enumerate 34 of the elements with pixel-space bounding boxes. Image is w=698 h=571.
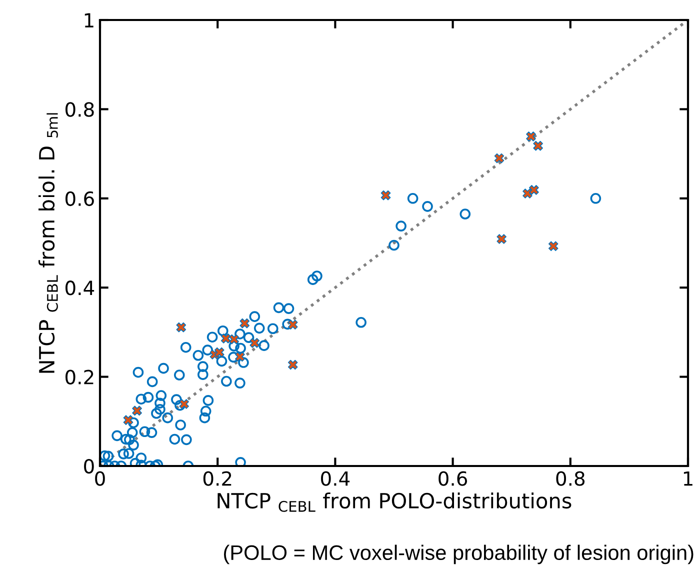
- y-axis-title: NTCP $_{CEBL}$ from biol. D $_{5ml}$: [38, 113, 58, 373]
- y-tick-label: 0.6: [66, 191, 94, 206]
- point: [229, 334, 239, 344]
- point: [288, 360, 298, 370]
- point: [214, 347, 224, 358]
- point: [179, 399, 190, 409]
- x-tick-label: 0.2: [203, 471, 232, 486]
- x-tick-label: 1: [684, 471, 692, 486]
- point: [529, 185, 539, 195]
- x-tick-label: 0.6: [438, 471, 468, 486]
- point: [288, 320, 298, 330]
- y-tick-label: 1: [84, 13, 94, 28]
- text: (POLO = MC voxel-wise probability of lesion origin): [224, 544, 694, 564]
- point: [380, 190, 391, 200]
- point: [123, 415, 134, 425]
- point: [250, 338, 260, 348]
- point: [240, 318, 250, 328]
- y-tick-label: 0.2: [66, 370, 94, 384]
- y-tick-label: 0: [84, 458, 94, 474]
- y-tick-label: 0.8: [66, 102, 94, 117]
- x-axis-title: NTCP $_{CEBL}$ from POLO-distributions: [218, 492, 572, 512]
- point: [220, 334, 231, 344]
- point: [176, 322, 186, 332]
- x-tick-label: 0.4: [321, 471, 350, 486]
- point: [132, 406, 142, 416]
- x-tick-label: 0.8: [556, 471, 585, 486]
- point: [494, 153, 504, 164]
- x-tick-label: 0: [95, 471, 105, 486]
- point: [548, 241, 558, 252]
- point: [235, 352, 245, 362]
- point: [496, 234, 507, 244]
- point: [526, 131, 536, 142]
- point: [533, 140, 543, 151]
- y-tick-label: 0.4: [66, 280, 94, 296]
